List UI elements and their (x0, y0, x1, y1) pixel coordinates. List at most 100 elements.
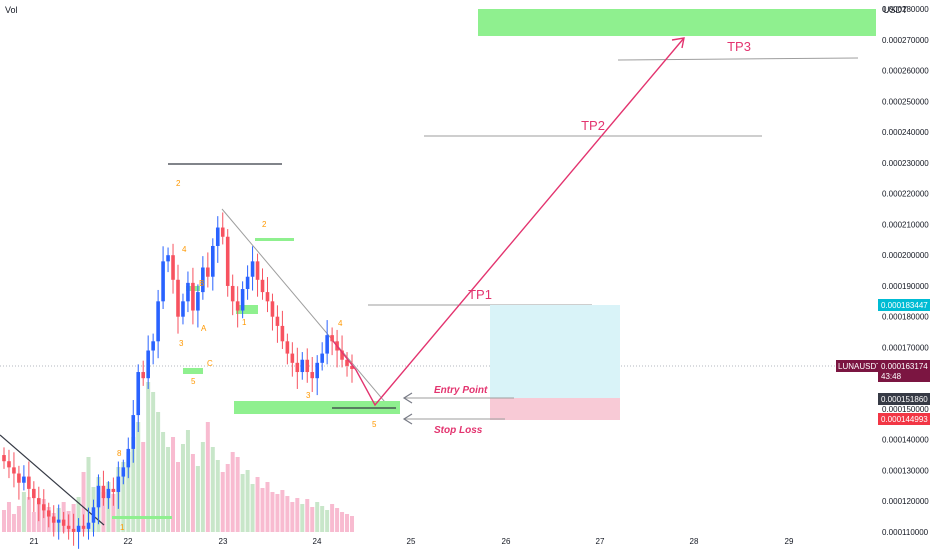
volume-bar (185, 430, 190, 532)
trade-loss-zone[interactable] (490, 398, 620, 420)
candle-body[interactable] (37, 498, 41, 505)
trade-profit-zone[interactable] (490, 305, 620, 398)
wedge-trendline[interactable] (221, 208, 391, 409)
volume-bar (325, 510, 330, 532)
candle-body[interactable] (7, 461, 11, 468)
currency-label: USDT (883, 5, 908, 15)
candle-body[interactable] (235, 301, 240, 311)
candle-body[interactable] (86, 522, 91, 529)
candle-body[interactable] (186, 282, 190, 302)
candle-body[interactable] (96, 485, 101, 508)
y-tick-label: 0.000140000 (882, 436, 929, 445)
small-zone-bottom[interactable] (112, 516, 172, 519)
candle-body[interactable] (41, 504, 46, 511)
candle-body[interactable] (325, 335, 329, 354)
candle-body[interactable] (315, 362, 319, 379)
candle-body[interactable] (265, 292, 270, 302)
candle-body[interactable] (255, 261, 260, 280)
candle-body[interactable] (280, 325, 285, 342)
candle-body[interactable] (300, 359, 305, 373)
candle-body[interactable] (91, 507, 96, 523)
candle-body[interactable] (161, 261, 165, 302)
candle-body[interactable] (240, 289, 245, 311)
candle-body[interactable] (275, 316, 280, 326)
candle-body[interactable] (250, 261, 255, 277)
candle-body[interactable] (310, 372, 315, 379)
candle-body[interactable] (32, 488, 36, 499)
candle-body[interactable] (61, 519, 66, 526)
candle-body[interactable] (131, 415, 136, 449)
candle-body[interactable] (71, 528, 76, 532)
candle-body[interactable] (2, 455, 6, 462)
candle-body[interactable] (46, 510, 51, 517)
candle-body[interactable] (121, 467, 126, 477)
candle-body[interactable] (141, 372, 145, 379)
small-zone-5[interactable] (183, 368, 203, 374)
candle-body[interactable] (201, 267, 205, 293)
candle-body[interactable] (56, 519, 61, 523)
candle-body[interactable] (171, 255, 175, 280)
candle-body[interactable] (12, 467, 16, 474)
candle-body[interactable] (196, 292, 200, 311)
candle-body[interactable] (126, 448, 131, 468)
downtrend-line-left[interactable] (0, 434, 105, 526)
candle-body[interactable] (27, 476, 31, 489)
volume-bar (230, 452, 235, 532)
candle-body[interactable] (345, 359, 349, 366)
tp3-target-zone[interactable] (478, 9, 876, 36)
candle-body[interactable] (211, 245, 215, 277)
candle-body[interactable] (191, 282, 195, 311)
candle-body[interactable] (166, 255, 170, 262)
candle-body[interactable] (330, 335, 334, 342)
candle-body[interactable] (245, 276, 250, 290)
candle-body[interactable] (320, 353, 324, 363)
volume-bar (81, 472, 86, 532)
candle-body[interactable] (136, 372, 141, 416)
candle-body[interactable] (225, 236, 230, 286)
volume-bar (200, 442, 205, 532)
candle-body[interactable] (260, 279, 265, 293)
candle-body[interactable] (111, 488, 116, 492)
volume-bar (295, 498, 300, 532)
candle-body[interactable] (76, 525, 81, 532)
candle-body[interactable] (81, 525, 86, 529)
zones (112, 9, 876, 519)
candle-body[interactable] (295, 362, 300, 373)
y-tick-label: 0.000150000 (882, 405, 929, 414)
volume-bar (26, 497, 31, 532)
candle-body[interactable] (181, 301, 185, 317)
candle-body[interactable] (305, 359, 310, 373)
volume-bar (166, 447, 171, 532)
projection-arrowhead (671, 37, 685, 49)
candle-body[interactable] (350, 365, 354, 369)
candle-body[interactable] (340, 350, 344, 360)
projection-polyline[interactable] (332, 37, 685, 407)
candle-body[interactable] (230, 285, 235, 302)
volume-bar (290, 502, 295, 532)
candle-body[interactable] (101, 485, 106, 499)
candle-body[interactable] (116, 476, 121, 492)
candle-body[interactable] (66, 525, 71, 529)
candle-body[interactable] (151, 341, 155, 351)
candle-body[interactable] (146, 350, 150, 379)
candle-body[interactable] (215, 227, 220, 246)
candle-body[interactable] (220, 227, 225, 237)
volume-bar (220, 472, 225, 532)
candle-body[interactable] (51, 516, 56, 523)
candle-body[interactable] (156, 301, 160, 342)
tp3-line[interactable] (617, 57, 859, 61)
countdown-text: 43:48 (881, 372, 902, 381)
support-zone[interactable] (234, 401, 400, 414)
candle-body[interactable] (290, 353, 295, 363)
candle-body[interactable] (285, 341, 290, 354)
candle-body[interactable] (206, 267, 210, 277)
small-zone-2[interactable] (255, 238, 294, 241)
small-zone-1[interactable] (236, 305, 258, 314)
volume-bar (190, 454, 195, 532)
candle-body[interactable] (106, 488, 111, 499)
candle-body[interactable] (270, 301, 275, 317)
candle-body[interactable] (17, 473, 21, 483)
candle-body[interactable] (176, 279, 180, 317)
candle-body[interactable] (22, 476, 26, 483)
